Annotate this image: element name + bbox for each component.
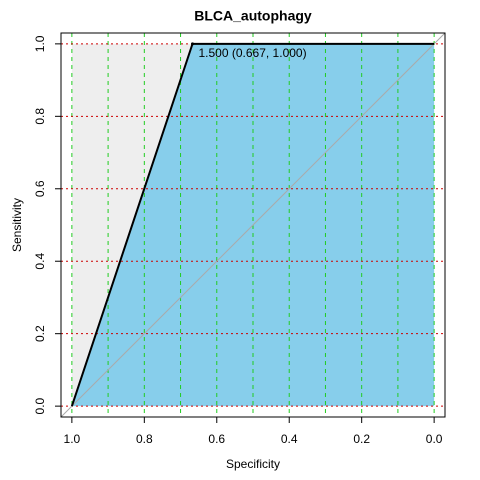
y-tick-label: 0.2	[33, 325, 47, 342]
y-tick-label: 0.0	[33, 397, 47, 414]
x-tick-label: 0.4	[281, 432, 298, 446]
y-tick-label: 1.0	[33, 35, 47, 52]
x-tick-label: 0.8	[136, 432, 153, 446]
y-tick-label: 0.8	[33, 108, 47, 125]
x-tick-label: 0.6	[208, 432, 225, 446]
x-tick-label: 1.0	[64, 432, 81, 446]
y-axis-title: Sensitivity	[10, 198, 24, 252]
chart-title: BLCA_autophagy	[194, 8, 312, 24]
diagonal	[60, 32, 446, 418]
threshold-point	[191, 42, 195, 46]
y-tick-label: 0.4	[33, 253, 47, 270]
plot-box	[60, 32, 446, 418]
max-auc-area	[71, 43, 435, 407]
x-axis-title: Specificity	[226, 457, 280, 471]
threshold-label: 1.500 (0.667, 1.000)	[199, 46, 307, 60]
y-tick-label: 0.6	[33, 180, 47, 197]
x-tick-label: 0.0	[426, 432, 443, 446]
x-tick-label: 0.2	[353, 432, 370, 446]
